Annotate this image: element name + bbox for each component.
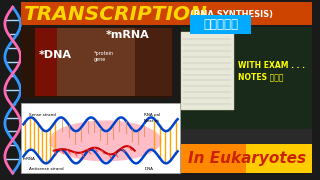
Text: *DNA: *DNA [39, 50, 72, 60]
FancyBboxPatch shape [190, 15, 251, 35]
Text: TRANSCRIPTION: TRANSCRIPTION [23, 4, 207, 24]
Text: *protein
gene: *protein gene [94, 51, 114, 62]
Text: தமிழ்: தமிழ் [203, 18, 238, 31]
Text: WITH EXAM . . .: WITH EXAM . . . [238, 61, 305, 70]
FancyBboxPatch shape [57, 28, 135, 96]
Text: (RNA SYNTHESIS): (RNA SYNTHESIS) [190, 10, 273, 19]
FancyBboxPatch shape [21, 27, 173, 98]
FancyBboxPatch shape [246, 144, 312, 173]
Text: mRNA: mRNA [22, 157, 35, 161]
Text: NOTES 💗👍🫠: NOTES 💗👍🫠 [238, 72, 284, 81]
Text: Sense strand: Sense strand [29, 113, 56, 118]
FancyBboxPatch shape [180, 144, 246, 173]
FancyBboxPatch shape [180, 27, 312, 173]
FancyBboxPatch shape [21, 103, 180, 173]
FancyBboxPatch shape [35, 28, 172, 96]
Ellipse shape [49, 120, 162, 161]
Text: RNA pol: RNA pol [144, 113, 161, 118]
FancyBboxPatch shape [35, 28, 57, 96]
Text: Next nt: Next nt [144, 119, 159, 123]
FancyBboxPatch shape [21, 2, 312, 25]
Text: *mRNA: *mRNA [105, 30, 149, 40]
FancyBboxPatch shape [180, 31, 234, 110]
FancyBboxPatch shape [180, 27, 312, 129]
Text: Antisense strand: Antisense strand [29, 167, 64, 171]
Text: DNA: DNA [144, 167, 154, 171]
Text: In Eukaryotes: In Eukaryotes [188, 151, 306, 166]
